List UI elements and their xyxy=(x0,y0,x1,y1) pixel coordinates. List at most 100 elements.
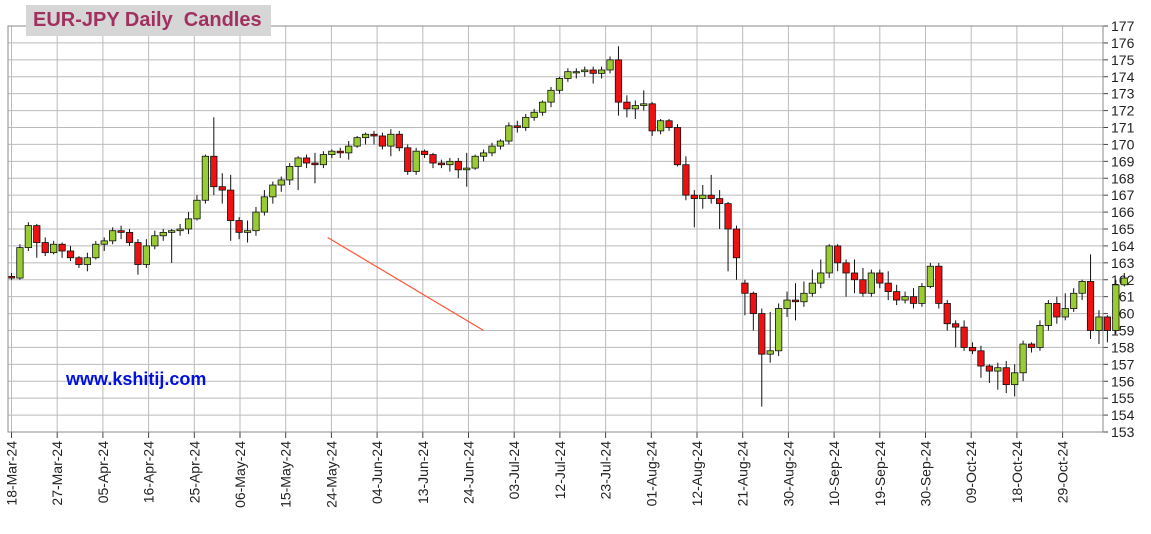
candle-body-down xyxy=(1086,281,1095,331)
candle-body-down xyxy=(235,220,243,233)
y-tick-label: 164 xyxy=(1111,238,1135,254)
candle xyxy=(884,271,892,301)
candle-body-down xyxy=(960,326,968,348)
candle-body-up xyxy=(817,272,825,284)
candle-body-up xyxy=(286,166,294,181)
candle-body-down xyxy=(589,69,597,74)
candle-body-up xyxy=(775,308,783,352)
y-tick-label: 158 xyxy=(1111,339,1135,355)
candle-body-down xyxy=(311,162,319,166)
candle-body-down xyxy=(682,164,690,196)
candle xyxy=(783,291,791,317)
candle-body-down xyxy=(437,162,446,166)
candle xyxy=(555,76,564,94)
candle-body-up xyxy=(631,105,639,110)
candle xyxy=(151,230,159,250)
candle-body-down xyxy=(125,231,134,243)
candle-body-down xyxy=(1053,303,1061,318)
candle xyxy=(260,190,269,216)
x-tick-label: 29-Oct-24 xyxy=(1055,441,1071,503)
candle-body-up xyxy=(252,211,260,232)
candle-body-down xyxy=(454,160,462,171)
candle xyxy=(125,229,134,246)
candle-body-down xyxy=(648,103,656,132)
candle xyxy=(598,66,606,79)
candle xyxy=(1011,364,1019,397)
candle xyxy=(16,244,24,280)
x-tick-label: 09-Oct-24 xyxy=(963,441,979,503)
candle-body-up xyxy=(994,367,1002,372)
candle xyxy=(184,212,193,235)
candle-body-down xyxy=(227,189,235,221)
candle xyxy=(33,223,41,258)
candle xyxy=(1019,340,1027,382)
x-tick-label: 23-Jul-24 xyxy=(598,441,614,500)
x-tick-label: 18-Oct-24 xyxy=(1009,441,1025,503)
candle-body-up xyxy=(463,167,471,171)
candle-body-down xyxy=(1027,343,1036,348)
candle xyxy=(682,156,690,201)
candle-body-down xyxy=(716,198,724,205)
candle xyxy=(775,303,783,356)
candle xyxy=(269,181,277,204)
x-tick-label: 21-Aug-24 xyxy=(735,441,751,507)
candle-body-up xyxy=(193,199,201,220)
candle-body-up xyxy=(50,243,58,254)
candle-body-up xyxy=(269,184,277,198)
candle xyxy=(210,117,218,196)
candle xyxy=(690,190,698,228)
candle xyxy=(142,239,150,268)
candle-body-up xyxy=(547,89,555,103)
candle-body-up xyxy=(387,133,395,147)
candle-body-up xyxy=(1036,325,1044,348)
candle-body-down xyxy=(935,265,943,304)
x-tick-label: 30-Sep-24 xyxy=(918,441,934,507)
candle xyxy=(404,144,412,175)
candle-body-up xyxy=(808,282,816,294)
candle xyxy=(522,113,530,131)
candle xyxy=(758,308,766,407)
candle-body-up xyxy=(1120,277,1128,286)
candle-body-down xyxy=(210,155,218,188)
candle-body-down xyxy=(943,303,951,325)
candle xyxy=(741,279,749,316)
candle-body-down xyxy=(420,150,429,155)
candle-body-down xyxy=(741,282,749,294)
candle-body-down xyxy=(977,350,985,367)
candle-body-up xyxy=(867,272,875,294)
candle xyxy=(648,102,656,136)
candle-body-down xyxy=(1103,316,1111,331)
y-tick-label: 175 xyxy=(1111,52,1135,68)
candle-body-up xyxy=(564,71,572,79)
candle xyxy=(218,173,226,204)
candle xyxy=(7,272,16,280)
candle xyxy=(311,152,319,184)
candle-body-up xyxy=(766,350,774,355)
candle xyxy=(1078,279,1086,301)
candle-body-up xyxy=(319,154,328,166)
y-tick-label: 153 xyxy=(1111,424,1135,440)
candle-body-up xyxy=(581,69,589,73)
candle xyxy=(420,149,429,158)
candle xyxy=(699,185,707,209)
candle-body-up xyxy=(243,230,252,233)
candle xyxy=(842,259,850,297)
candle xyxy=(1086,254,1095,339)
candle xyxy=(83,252,91,272)
candle xyxy=(479,149,488,162)
candle xyxy=(463,152,471,187)
candle-body-up xyxy=(100,240,108,245)
candle xyxy=(850,259,859,294)
y-tick-label: 170 xyxy=(1111,136,1135,152)
candle xyxy=(673,124,682,167)
candle xyxy=(1120,272,1128,287)
candle xyxy=(1070,288,1078,312)
candle-body-down xyxy=(834,245,842,264)
candle xyxy=(581,66,589,77)
candle-body-up xyxy=(918,286,926,304)
candle-body-up xyxy=(184,218,193,230)
candle-body-up xyxy=(412,150,420,172)
candle xyxy=(732,225,741,280)
candle-body-up xyxy=(1061,308,1069,318)
x-tick-label: 18-Mar-24 xyxy=(4,441,20,506)
